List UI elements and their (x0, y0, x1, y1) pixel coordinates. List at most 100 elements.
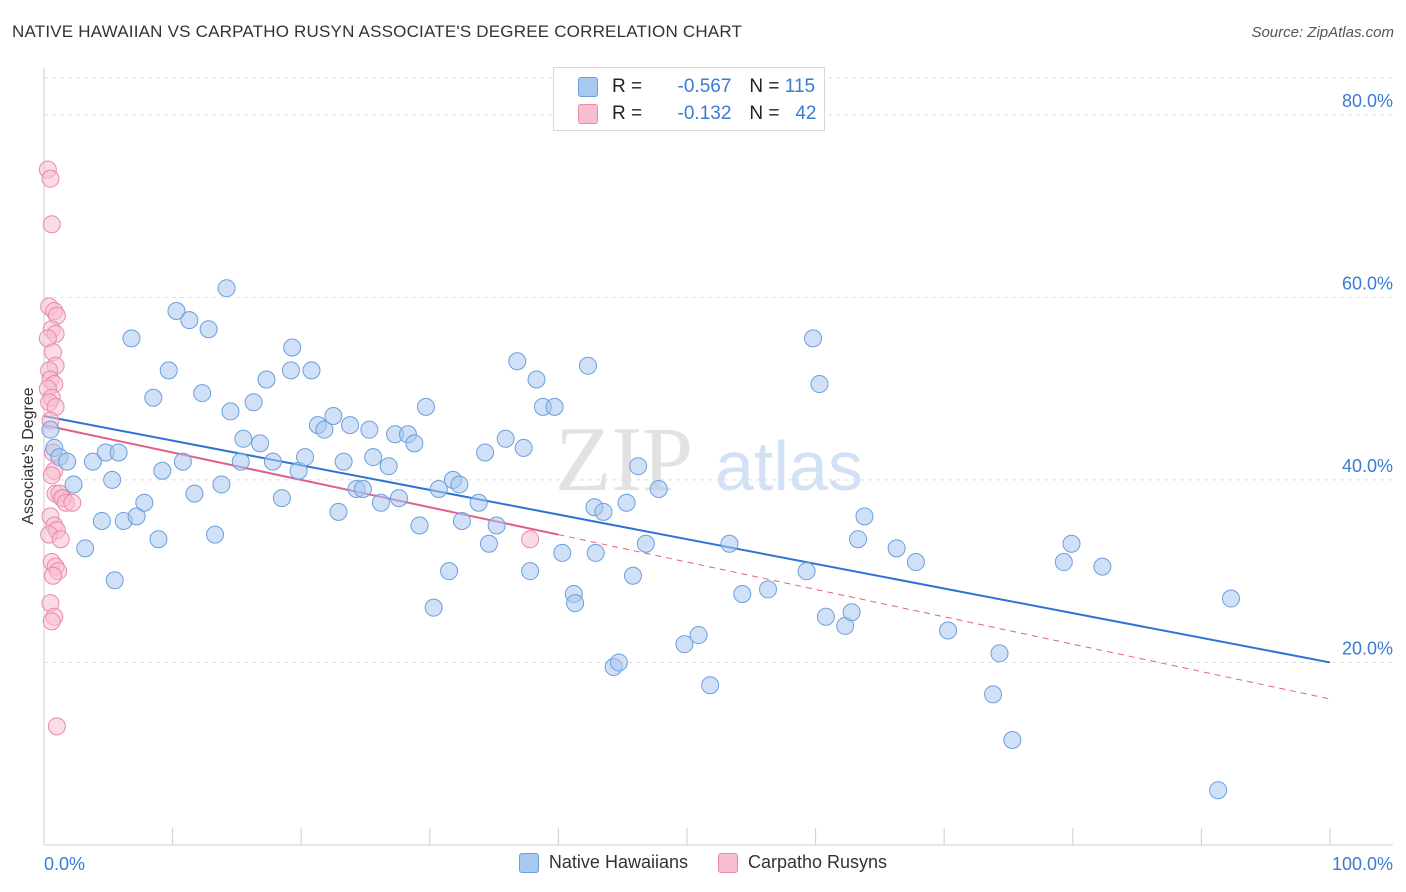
native-point (476, 443, 495, 462)
native-point (636, 534, 655, 553)
legend-label-native-hawaiians: Native Hawaiians (548, 852, 688, 872)
native-point (566, 594, 585, 613)
native-point (617, 493, 636, 512)
native-trend-line (43, 415, 1331, 664)
native-point (990, 644, 1009, 663)
native-point (452, 511, 471, 530)
legend-row-native: R = -0.567 N = 115 (578, 74, 815, 100)
native-point (720, 534, 739, 553)
y-tick-label: 80.0% (1342, 91, 1393, 111)
chart-title: NATIVE HAWAIIAN VS CARPATHO RUSYN ASSOCI… (12, 22, 743, 41)
native-point (849, 530, 868, 549)
legend-item-native-hawaiians[interactable]: Native Hawaiians (518, 852, 688, 873)
native-point (594, 502, 613, 521)
native-point (193, 384, 212, 403)
native-point (302, 361, 321, 380)
native-point (263, 452, 282, 471)
y-tick-label: 20.0% (1342, 638, 1393, 658)
native-point (1054, 553, 1073, 572)
r-value-native: -0.567 (677, 76, 732, 97)
native-point (206, 525, 225, 544)
native-point (887, 539, 906, 558)
rusyn-points (38, 160, 540, 736)
native-point (231, 452, 250, 471)
native-point (83, 452, 102, 471)
native-point (623, 566, 642, 585)
native-point (424, 598, 443, 617)
legend-row-rusyn: R = -0.132 N = 42 (578, 101, 816, 127)
native-point (521, 562, 540, 581)
native-point (371, 493, 390, 512)
source-label: Source: ZipAtlas.com (1251, 24, 1394, 41)
r-label: R = (612, 103, 643, 124)
native-point (185, 484, 204, 503)
native-point (1209, 781, 1228, 800)
rusyn-point (63, 493, 82, 512)
carpatho-rusyns-swatch (717, 852, 738, 873)
rusyn-trend-extension (558, 534, 1331, 700)
native-point (173, 452, 192, 471)
r-value-rusyn: -0.132 (677, 103, 732, 124)
native-point (199, 320, 218, 339)
native-point (906, 553, 925, 572)
native-point (217, 279, 236, 298)
grid-lines (44, 77, 1393, 663)
n-value-rusyn: 42 (795, 103, 817, 124)
rusyn-point (42, 612, 61, 631)
rusyn-point (42, 466, 61, 485)
rusyn-point (47, 717, 66, 736)
native-point (41, 420, 60, 439)
x-tick-label: 0.0% (44, 854, 85, 874)
native-point (514, 438, 533, 457)
native-point (855, 507, 874, 526)
native-point (759, 580, 778, 599)
native-point (149, 530, 168, 549)
native-point (379, 457, 398, 476)
correlation-legend: R = -0.567 N = 115 R = -0.132 N = 42 (553, 67, 825, 131)
native-point (508, 352, 527, 371)
n-label: N = (749, 103, 780, 124)
native-point (553, 543, 572, 562)
n-value-native: 115 (784, 76, 816, 97)
watermark-zip: ZIP (555, 408, 693, 510)
tick-labels: 20.0% 40.0% 60.0% 80.0% 0.0% 100.0% (44, 91, 1393, 874)
native-point (144, 388, 163, 407)
native-hawaiians-swatch (518, 852, 539, 873)
native-point (153, 461, 172, 480)
native-point (221, 402, 240, 421)
native-point (364, 448, 383, 467)
y-axis-label: Associate's Degree (20, 387, 37, 524)
native-point (578, 356, 597, 375)
watermark-atlas: atlas (715, 427, 863, 505)
native-point (389, 489, 408, 508)
native-point (244, 393, 263, 412)
legend-label-carpatho-rusyns: Carpatho Rusyns (747, 852, 888, 872)
native-point (804, 329, 823, 348)
native-point (527, 370, 546, 389)
native-point (76, 539, 95, 558)
native-point (329, 502, 348, 521)
axes (43, 68, 1393, 846)
native-point (167, 302, 186, 321)
native-point (939, 621, 958, 640)
native-point (410, 516, 429, 535)
native-point (360, 420, 379, 439)
native-points (41, 279, 1240, 800)
native-point (675, 635, 694, 654)
native-point (58, 452, 77, 471)
native-point (479, 534, 498, 553)
native-point (251, 434, 270, 453)
native-point (816, 607, 835, 626)
native-point (92, 511, 111, 530)
legend-item-carpatho-rusyns[interactable]: Carpatho Rusyns (717, 852, 888, 873)
native-point (586, 543, 605, 562)
native-point (324, 406, 343, 425)
rusyn-point (521, 530, 540, 549)
native-point (450, 475, 469, 494)
native-point (296, 448, 315, 467)
native-point (689, 626, 708, 645)
native-point (429, 480, 448, 499)
native-point (649, 480, 668, 499)
n-label: N = (749, 76, 780, 97)
